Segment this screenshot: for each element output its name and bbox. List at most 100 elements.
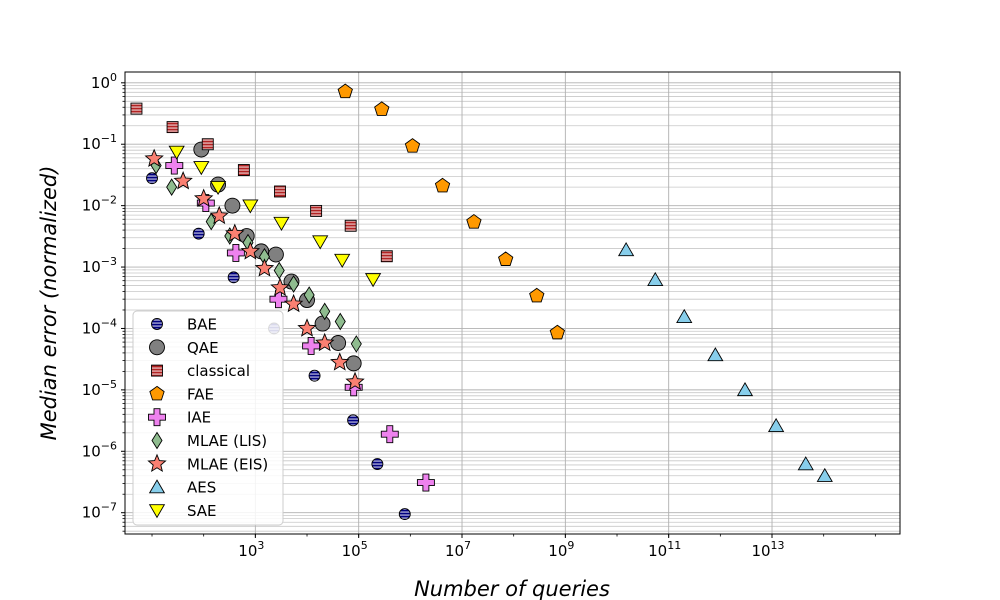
point-fae <box>549 324 566 340</box>
point-mlae-eis <box>173 171 193 190</box>
point-mlae-eis <box>297 318 317 337</box>
point-classical <box>237 164 250 176</box>
x-axis-title: Number of queries <box>414 577 610 600</box>
point-fae <box>466 214 482 229</box>
point-iae <box>165 156 184 175</box>
point-mlae-eis <box>270 277 290 297</box>
point-mlae-eis <box>283 293 304 313</box>
point-aes <box>617 242 635 257</box>
point-classical <box>274 185 286 198</box>
point-mlae-lis <box>334 312 346 331</box>
plot-frame <box>124 71 901 535</box>
point-iae <box>269 290 288 309</box>
x-tick-label: 103 <box>238 539 264 560</box>
point-iae <box>226 243 245 262</box>
point-sae <box>364 273 382 288</box>
y-tick-label: 100 <box>91 71 117 92</box>
point-bae <box>192 227 205 240</box>
point-mlae-eis <box>330 352 350 371</box>
y-tick-label: 10−4 <box>82 316 117 337</box>
point-aes <box>736 381 754 397</box>
legend-label-classical: classical <box>187 362 250 380</box>
point-mlae-lis <box>350 335 362 353</box>
point-fae <box>374 101 390 116</box>
point-mlae-eis <box>225 223 245 242</box>
point-mlae-eis <box>209 205 229 225</box>
legend-label-qae: QAE <box>187 339 219 357</box>
point-sae <box>273 216 290 231</box>
point-qae <box>314 315 331 332</box>
point-classical <box>130 102 143 115</box>
axis-ticks: 100 10−1 10−2 10−3 10−4 10−5 10−6 10−7 103 105 107… <box>82 71 876 560</box>
legend-marker-mlae-eis <box>147 453 167 473</box>
point-sae <box>334 253 351 268</box>
point-aes <box>797 456 814 471</box>
point-mlae-eis <box>315 332 335 352</box>
point-fae <box>404 138 421 153</box>
y-tick-label: 10−3 <box>82 255 117 276</box>
point-fae <box>337 83 353 99</box>
point-iae <box>380 425 399 444</box>
point-classical <box>201 138 214 151</box>
data-points <box>130 83 833 521</box>
point-classical <box>166 121 179 134</box>
point-classical <box>344 219 357 232</box>
legend-label-mlae-lis: MLAE (LIS) <box>187 432 267 450</box>
legend: BAE QAE classical FAE IAE MLAE (LIS) MLAE (EIS… <box>132 310 284 526</box>
legend-label-bae: BAE <box>187 316 217 334</box>
point-fae <box>498 251 514 266</box>
point-fae <box>529 287 545 303</box>
legend-marker-bae <box>151 318 163 330</box>
y-tick-label: 10−1 <box>82 132 117 153</box>
point-qae <box>330 335 347 351</box>
point-aes <box>816 467 833 482</box>
x-tick-label: 1011 <box>648 539 681 560</box>
legend-label-mlae-eis: MLAE (EIS) <box>187 455 268 473</box>
point-bae <box>398 508 411 521</box>
point-mlae-eis <box>345 371 365 391</box>
legend-marker-classical <box>151 364 163 377</box>
point-bae <box>146 172 158 185</box>
x-tick-label: 105 <box>342 539 368 560</box>
point-aes <box>647 271 664 286</box>
y-tick-label: 10−5 <box>82 378 117 399</box>
legend-label-sae: SAE <box>187 502 217 520</box>
point-sae <box>168 145 185 160</box>
point-qae <box>224 197 241 214</box>
legend-marker-iae <box>148 408 166 427</box>
point-aes <box>707 347 724 362</box>
point-mlae-eis <box>144 148 164 168</box>
legend-marker-aes <box>148 479 166 494</box>
legend-box <box>132 310 284 526</box>
y-tick-label: 10−6 <box>82 439 117 460</box>
point-aes <box>676 308 693 323</box>
point-qae <box>267 246 284 263</box>
point-mlae-lis <box>319 302 331 321</box>
point-bae <box>347 414 360 427</box>
point-mlae-eis <box>193 188 214 207</box>
point-mlae-lis <box>166 178 178 196</box>
point-mlae-lis <box>303 286 315 304</box>
point-sae <box>312 235 329 250</box>
legend-marker-fae <box>149 385 165 401</box>
x-tick-label: 1013 <box>751 539 784 560</box>
y-axis-title: Median error (normalized) <box>37 166 61 441</box>
point-bae <box>227 271 240 284</box>
point-aes <box>767 417 785 433</box>
legend-label-aes: AES <box>187 479 216 497</box>
y-tick-label: 10−7 <box>82 501 117 522</box>
point-fae <box>434 177 451 193</box>
point-mlae-lis <box>288 275 300 293</box>
point-bae <box>308 369 321 382</box>
y-tick-label: 10−2 <box>82 194 117 215</box>
point-qae <box>345 355 362 372</box>
point-sae <box>242 199 259 214</box>
point-sae <box>193 161 210 176</box>
legend-marker-mlae-lis <box>151 431 163 450</box>
x-tick-label: 107 <box>445 539 471 560</box>
point-mlae-eis <box>254 258 275 277</box>
point-classical <box>380 250 393 263</box>
point-iae <box>302 336 321 355</box>
point-iae <box>416 473 435 492</box>
